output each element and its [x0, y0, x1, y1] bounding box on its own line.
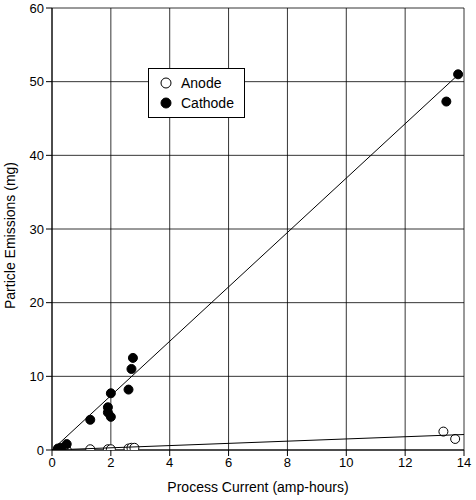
svg-text:30: 30 [30, 222, 44, 237]
svg-text:8: 8 [284, 455, 291, 470]
svg-text:50: 50 [30, 74, 44, 89]
svg-text:10: 10 [339, 455, 353, 470]
svg-text:Particle Emissions (mg): Particle Emissions (mg) [8, 162, 18, 309]
svg-text:40: 40 [30, 148, 44, 163]
svg-text:0: 0 [48, 455, 55, 470]
svg-text:14: 14 [457, 455, 468, 470]
svg-text:0: 0 [37, 443, 44, 458]
svg-text:12: 12 [398, 455, 412, 470]
svg-text:60: 60 [30, 1, 44, 16]
svg-text:2: 2 [107, 455, 114, 470]
svg-text:20: 20 [30, 295, 44, 310]
html-text:Cathode: Cathode [181, 95, 234, 111]
svg-text:Process Current (amp-hours): Process Current (amp-hours) [167, 479, 348, 495]
svg-text:4: 4 [166, 455, 173, 470]
svg-text:10: 10 [30, 369, 44, 384]
html-text:Anode: Anode [181, 75, 222, 91]
svg-text:6: 6 [225, 455, 232, 470]
